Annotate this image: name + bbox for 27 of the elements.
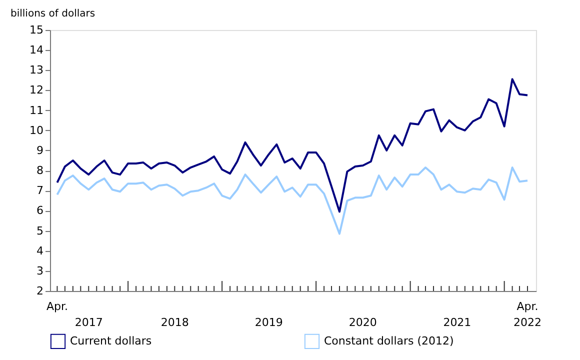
text: 2017 [74,316,103,329]
y-tick-label: 8 [36,164,44,178]
y-tick-label: 5 [36,224,44,238]
text: 2019 [254,316,283,329]
y-tick-label: 4 [36,244,44,258]
y-axis-title: billions of dollars [10,8,96,20]
x-tick-label: Apr. [516,300,538,313]
y-tick-label: 14 [30,44,44,57]
text: 2022 [514,316,542,329]
y-tick-label: 12 [30,84,44,97]
y-tick-label: 15 [30,24,44,36]
line-series [56,166,528,235]
y-tick-label: 7 [36,184,44,198]
text: 2021 [443,316,472,329]
y-tick-label: 11 [30,104,44,117]
legend-label: Constant dollars (2012) [324,334,454,348]
line-series [56,78,528,213]
x-tick-label: Apr. [46,300,68,313]
text: 2018 [160,316,189,329]
y-tick-label: 6 [36,204,44,218]
legend-label: Current dollars [70,334,152,348]
y-tick-label: 10 [30,124,44,137]
text: 2020 [348,316,377,329]
y-tick-label: 3 [36,264,44,278]
y-tick-label: 2 [36,284,44,298]
y-tick-label: 13 [30,64,44,77]
y-tick-label: 9 [36,144,44,157]
